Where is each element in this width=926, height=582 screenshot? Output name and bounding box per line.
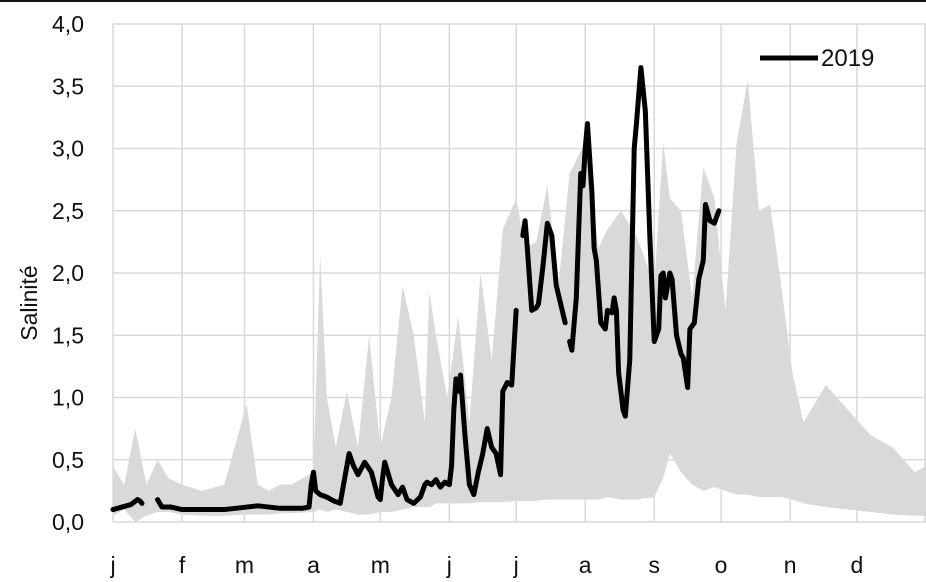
x-tick-label-3: a: [307, 552, 320, 578]
x-tick-label-10: n: [784, 552, 797, 578]
x-tick-label-7: a: [579, 552, 592, 578]
range-band-area: [113, 80, 926, 523]
top-border: [0, 0, 926, 2]
series-2019-segment-2: [520, 218, 568, 326]
y-tick-label-5: 2,5: [52, 198, 84, 224]
historical-range-band: [113, 80, 926, 523]
x-tick-label-9: o: [715, 552, 728, 578]
y-tick-label-0: 0,0: [52, 509, 84, 535]
x-tick-label-1: f: [179, 552, 186, 578]
x-tick-label-5: j: [446, 552, 452, 578]
x-tick-label-11: d: [851, 552, 864, 578]
gridlines: [112, 23, 926, 523]
x-tick-label-0: j: [109, 552, 115, 578]
x-tick-label-8: s: [649, 552, 661, 578]
legend-label-2019: 2019: [821, 45, 874, 72]
y-tick-label-3: 1,5: [52, 322, 84, 348]
x-tick-label-2: m: [235, 552, 254, 578]
y-tick-label-1: 0,5: [52, 447, 84, 473]
y-axis-ticks: 0,0 0,5 1,0 1,5 2,0 2,5 3,0 3,5 4,0: [52, 11, 84, 535]
series-2019-lines: [110, 65, 722, 513]
y-tick-label-6: 3,0: [52, 136, 84, 162]
y-tick-label-7: 3,5: [52, 73, 84, 99]
x-tick-label-4: m: [371, 552, 390, 578]
y-tick-label-4: 2,0: [52, 260, 84, 286]
series-2019-segment-3: [567, 65, 722, 419]
y-tick-label-2: 1,0: [52, 385, 84, 411]
series-2019-segment-0: [110, 497, 145, 513]
y-tick-label-8: 4,0: [52, 11, 84, 37]
legend: 2019: [760, 45, 874, 72]
y-axis-label: Salinité: [16, 265, 42, 340]
x-tick-label-6: j: [513, 552, 519, 578]
series-2019-segment-1: [155, 307, 519, 513]
